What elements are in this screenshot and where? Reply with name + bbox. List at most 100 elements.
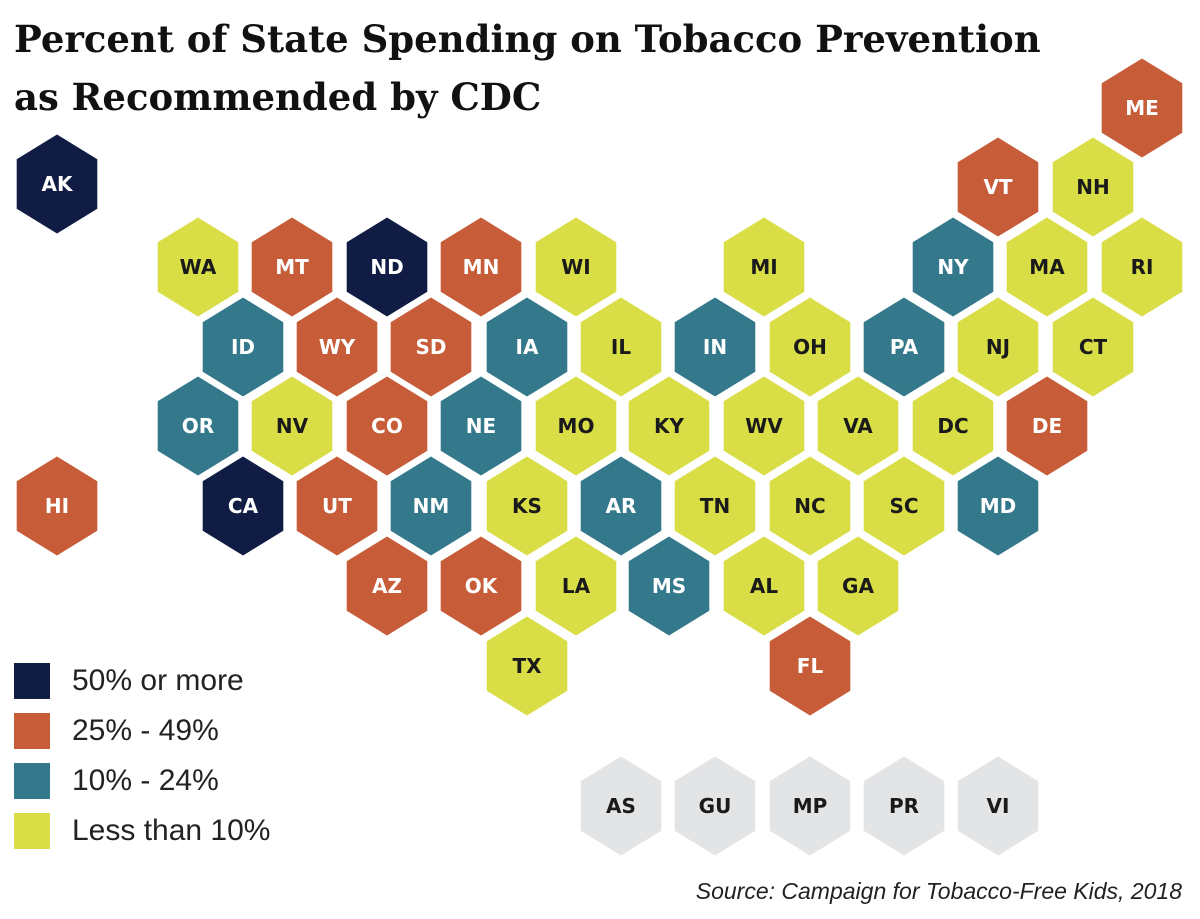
state-tile-ma: MA xyxy=(1006,217,1088,317)
state-hex xyxy=(957,137,1039,237)
state-tile-tx: TX xyxy=(486,616,568,716)
legend-label: 10% - 24% xyxy=(72,763,219,797)
state-label: MA xyxy=(1029,255,1065,279)
legend-item-less-than-10: Less than 10% xyxy=(14,812,270,849)
legend-label: 50% or more xyxy=(72,663,244,697)
state-hex xyxy=(157,217,239,317)
state-hex xyxy=(957,297,1039,397)
state-hex xyxy=(580,297,662,397)
state-label: FL xyxy=(797,654,824,678)
state-label: MN xyxy=(463,255,500,279)
state-hex xyxy=(723,536,805,636)
state-label: PA xyxy=(890,335,919,359)
state-tile-sd: SD xyxy=(390,297,472,397)
state-tile-mt: MT xyxy=(251,217,333,317)
legend-swatch xyxy=(14,812,50,849)
state-hex xyxy=(1101,58,1183,158)
state-hex xyxy=(1101,217,1183,317)
state-label: NM xyxy=(413,494,450,518)
state-hex xyxy=(912,376,994,476)
state-label: ND xyxy=(370,255,403,279)
state-hex xyxy=(674,297,756,397)
state-tile-nj: NJ xyxy=(957,297,1039,397)
territory-hex xyxy=(769,756,851,856)
title-line-1: Percent of State Spending on Tobacco Pre… xyxy=(14,17,1041,61)
territory-tile-gu: GU xyxy=(674,756,756,856)
state-label: NE xyxy=(466,414,496,438)
territory-tile-vi: VI xyxy=(957,756,1039,856)
state-tile-ia: IA xyxy=(486,297,568,397)
state-tile-wa: WA xyxy=(157,217,239,317)
legend-item-50-or-more: 50% or more xyxy=(14,662,270,699)
state-tile-al: AL xyxy=(723,536,805,636)
state-tile-ri: RI xyxy=(1101,217,1183,317)
state-tile-ut: UT xyxy=(296,456,378,556)
state-label: OK xyxy=(465,574,499,598)
state-tile-dc: DC xyxy=(912,376,994,476)
state-tile-tn: TN xyxy=(674,456,756,556)
state-hex xyxy=(723,217,805,317)
state-tile-ga: GA xyxy=(817,536,899,636)
state-label: MT xyxy=(275,255,309,279)
state-label: ME xyxy=(1125,96,1159,120)
legend: 50% or more 25% - 49% 10% - 24% Less tha… xyxy=(14,662,270,862)
territory-label: AS xyxy=(606,794,636,818)
state-label: AZ xyxy=(372,574,402,598)
state-hex xyxy=(157,376,239,476)
state-hex xyxy=(16,456,98,556)
state-tile-ks: KS xyxy=(486,456,568,556)
state-label: MO xyxy=(558,414,595,438)
state-label: UT xyxy=(322,494,352,518)
state-hex xyxy=(817,536,899,636)
legend-swatch xyxy=(14,762,50,799)
state-hex xyxy=(1052,137,1134,237)
state-label: MI xyxy=(750,255,777,279)
state-tile-az: AZ xyxy=(346,536,428,636)
state-label: AR xyxy=(606,494,637,518)
state-hex xyxy=(440,376,522,476)
state-label: VT xyxy=(983,175,1012,199)
state-tile-nh: NH xyxy=(1052,137,1134,237)
state-tile-pa: PA xyxy=(863,297,945,397)
state-label: MD xyxy=(980,494,1017,518)
state-hex xyxy=(769,616,851,716)
state-tile-co: CO xyxy=(346,376,428,476)
state-tile-ak: AK xyxy=(16,134,98,234)
state-label: DE xyxy=(1032,414,1062,438)
state-hex xyxy=(674,456,756,556)
territory-label: GU xyxy=(699,794,732,818)
state-label: WA xyxy=(180,255,217,279)
state-label: NC xyxy=(794,494,825,518)
state-hex xyxy=(1052,297,1134,397)
state-hex xyxy=(251,376,333,476)
state-tile-wy: WY xyxy=(296,297,378,397)
state-tile-nv: NV xyxy=(251,376,333,476)
legend-swatch xyxy=(14,712,50,749)
territory-label: PR xyxy=(889,794,919,818)
source-note: Source: Campaign for Tobacco-Free Kids, … xyxy=(695,878,1182,904)
state-hex xyxy=(769,456,851,556)
state-label: VA xyxy=(843,414,873,438)
state-tile-ms: MS xyxy=(628,536,710,636)
state-tile-id: ID xyxy=(202,297,284,397)
territory-hex xyxy=(957,756,1039,856)
state-hex xyxy=(346,376,428,476)
state-tile-vt: VT xyxy=(957,137,1039,237)
state-hex xyxy=(863,456,945,556)
state-hex xyxy=(251,217,333,317)
state-label: CA xyxy=(228,494,259,518)
state-hex xyxy=(957,456,1039,556)
state-hex xyxy=(296,297,378,397)
state-hex xyxy=(817,376,899,476)
state-hex xyxy=(486,456,568,556)
state-label: OR xyxy=(182,414,214,438)
state-hex xyxy=(390,297,472,397)
territory-hex xyxy=(580,756,662,856)
state-tile-nc: NC xyxy=(769,456,851,556)
state-label: ID xyxy=(231,335,255,359)
state-tile-or: OR xyxy=(157,376,239,476)
title-line-2: as Recommended by CDC xyxy=(14,75,542,119)
state-tile-ar: AR xyxy=(580,456,662,556)
state-tile-md: MD xyxy=(957,456,1039,556)
